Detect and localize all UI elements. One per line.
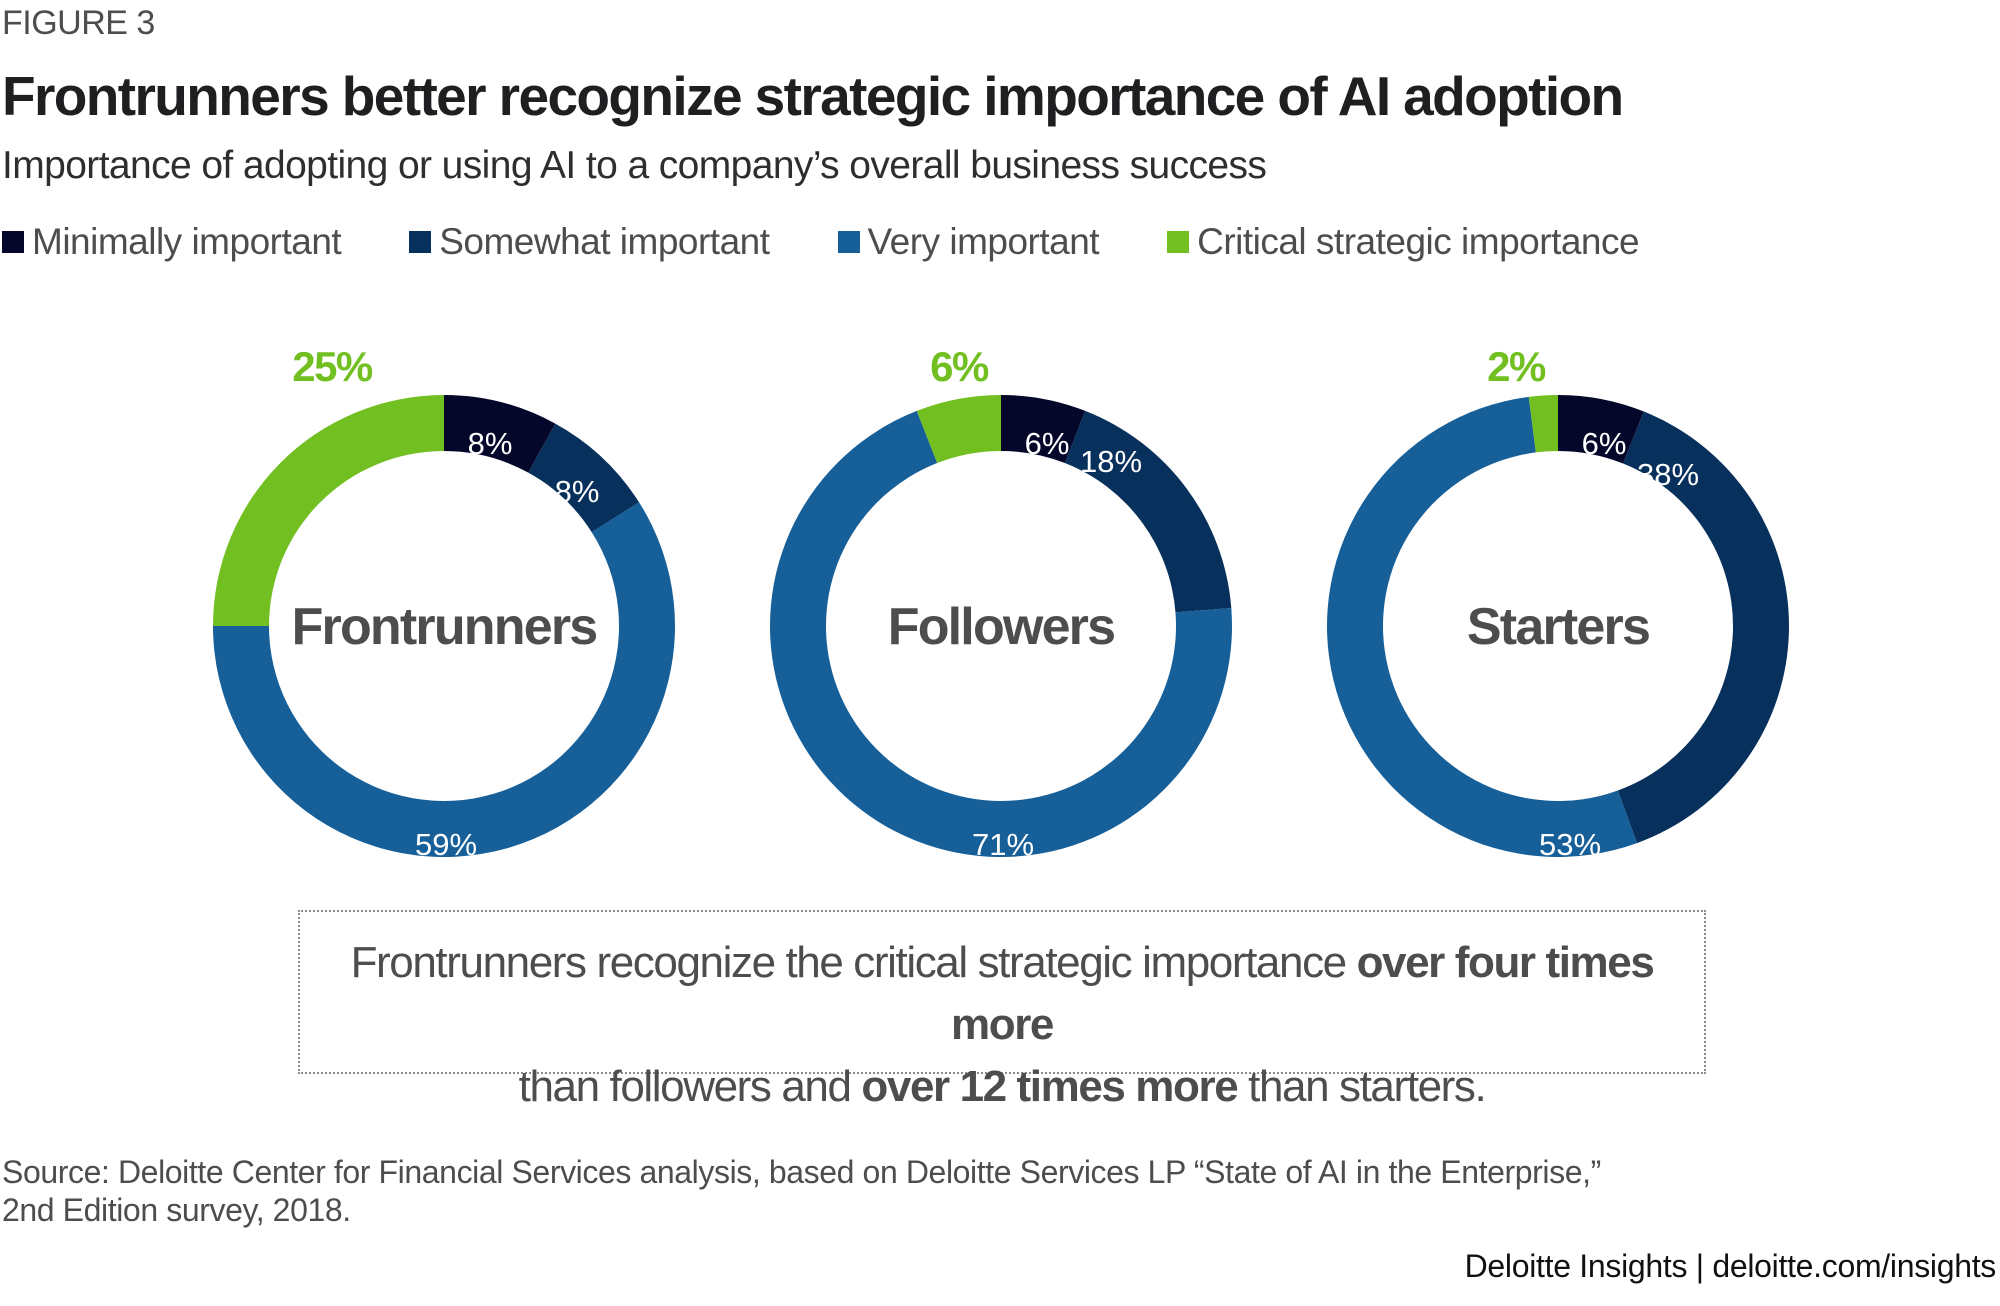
chart-title: Frontrunners better recognize strategic … (2, 65, 1624, 127)
data-label-followers-very-important: 71% (972, 827, 1034, 862)
data-label-followers-minimally-important: 6% (1025, 426, 1070, 461)
legend-swatch-icon (409, 231, 432, 253)
source-line-1: Source: Deloitte Center for Financial Se… (2, 1154, 1601, 1190)
slice-frontrunners-minimally-important (444, 395, 556, 473)
chart-subtitle: Importance of adopting or using AI to a … (2, 144, 1267, 187)
legend-item-minimally-important: Minimally important (2, 221, 342, 263)
slice-followers-critical-strategic-importance (916, 395, 1001, 464)
slice-frontrunners-very-important (213, 502, 675, 857)
legend-label: Somewhat important (439, 221, 770, 262)
source-note: Source: Deloitte Center for Financial Se… (2, 1153, 1902, 1229)
brand-footer: Deloitte Insights | deloitte.com/insight… (1464, 1248, 1997, 1284)
slice-followers-minimally-important (1001, 395, 1086, 464)
slice-starters-somewhat-important (1617, 411, 1789, 844)
legend-swatch-icon (837, 231, 860, 253)
data-label-frontrunners-minimally-important: 8% (468, 426, 513, 461)
data-label-frontrunners-critical-strategic-importance: 25% (292, 343, 373, 390)
legend-item-somewhat-important: Somewhat important (409, 221, 770, 263)
callout-emphasis-1: over four times more (951, 938, 1655, 1049)
data-label-frontrunners-somewhat-important: 8% (555, 474, 600, 509)
legend-label: Minimally important (32, 221, 342, 262)
donut-frontrunners: 8% 8% 59% 25% Frontrunners (213, 343, 675, 862)
donut-followers: 6% 18% 71% 6% Followers (769, 343, 1232, 862)
legend-label: Very important (867, 221, 1100, 262)
legend-label: Critical strategic importance (1197, 221, 1640, 262)
legend-item-critical-strategic-importance: Critical strategic importance (1167, 221, 1640, 263)
legend: Minimally important Somewhat important V… (2, 221, 1707, 263)
data-label-starters-critical-strategic-importance: 2% (1487, 343, 1546, 390)
center-label-frontrunners: Frontrunners (292, 598, 597, 656)
data-label-followers-critical-strategic-importance: 6% (930, 343, 989, 390)
legend-swatch-icon (2, 231, 24, 253)
slice-followers-somewhat-important (1064, 410, 1232, 613)
callout-text-3: than starters. (1237, 1062, 1487, 1111)
data-label-followers-somewhat-important: 18% (1080, 444, 1142, 479)
center-label-starters: Starters (1467, 598, 1649, 656)
legend-item-very-important: Very important (837, 221, 1100, 263)
slice-starters-very-important (1326, 396, 1638, 858)
slice-starters-minimally-important (1558, 395, 1644, 464)
figure-label: FIGURE 3 (2, 4, 155, 42)
source-line-2: 2nd Edition survey, 2018. (2, 1192, 351, 1228)
callout-emphasis-2: over 12 times more (861, 1062, 1238, 1111)
slice-starters-critical-strategic-importance (1528, 395, 1558, 453)
callout-box: Frontrunners recognize the critical stra… (298, 910, 1706, 1111)
callout-text-2: than followers and (518, 1062, 862, 1111)
slice-frontrunners-somewhat-important (528, 423, 640, 533)
data-label-starters-minimally-important: 6% (1582, 426, 1627, 461)
callout-text-1: Frontrunners recognize the critical stra… (350, 938, 1357, 987)
data-label-frontrunners-very-important: 59% (415, 827, 477, 862)
data-label-starters-somewhat-important: 38% (1637, 457, 1699, 492)
legend-swatch-icon (1167, 231, 1190, 253)
slice-frontrunners-critical-strategic-importance (213, 395, 444, 626)
donut-charts: 8% 8% 59% 25% Frontrunners 6% 18% 71% 6% Follower… (213, 343, 1789, 862)
donut-starters: 6% 38% 53% 2% Starters (1326, 343, 1789, 862)
center-label-followers: Followers (888, 598, 1115, 656)
data-label-starters-very-important: 53% (1539, 827, 1601, 862)
